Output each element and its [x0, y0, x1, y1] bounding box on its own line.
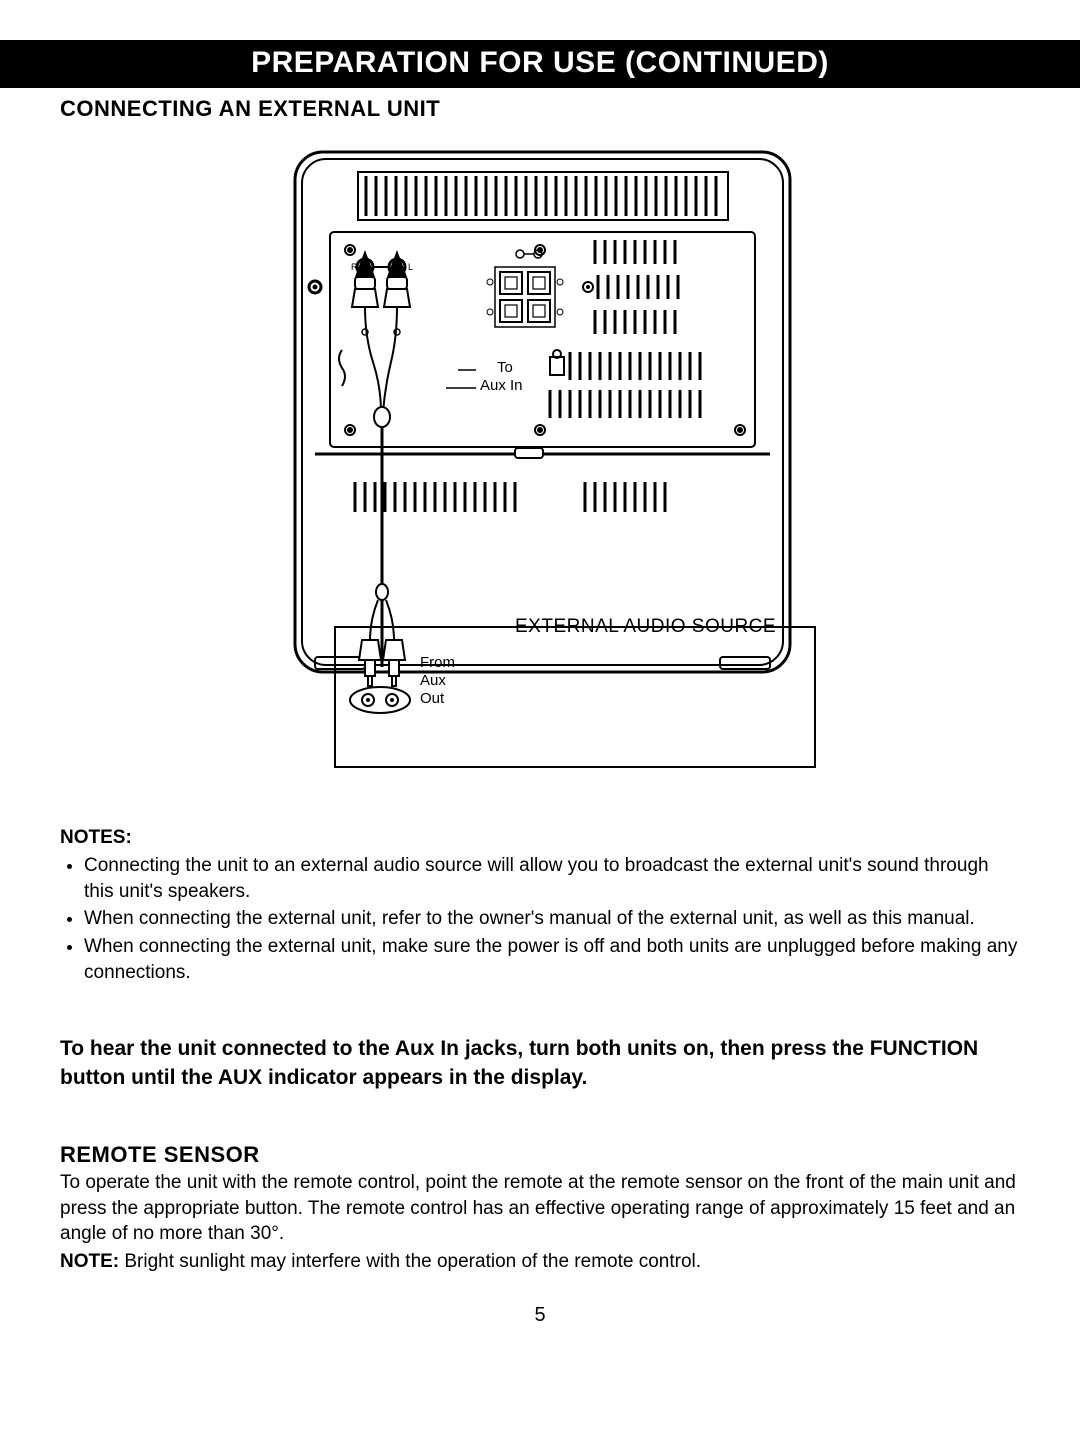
remote-sensor-heading: REMOTE SENSOR [60, 1142, 1020, 1168]
remote-sensor-body: To operate the unit with the remote cont… [60, 1170, 1020, 1247]
subheading-connect-external: CONNECTING AN EXTERNAL UNIT [60, 96, 1020, 122]
label-aux-in: Aux In [480, 377, 523, 394]
label-l: L [408, 262, 413, 272]
connection-diagram: R L [60, 132, 1020, 787]
label-to: To [497, 359, 513, 376]
note-label: NOTE: [60, 1251, 119, 1272]
label-r: R [351, 262, 358, 272]
remote-sensor-note: NOTE: Bright sunlight may interfere with… [60, 1249, 1020, 1275]
aux-instruction: To hear the unit connected to the Aux In… [60, 1035, 1020, 1092]
note-body: Bright sunlight may interfere with the o… [119, 1251, 701, 1272]
note-item: When connecting the external unit, make … [84, 934, 1020, 985]
note-item: Connecting the unit to an external audio… [84, 853, 1020, 904]
label-out: Out [420, 690, 445, 707]
label-external-source: EXTERNAL AUDIO SOURCE [515, 616, 776, 637]
note-item: When connecting the external unit, refer… [84, 906, 1020, 932]
label-aux: Aux [420, 672, 446, 689]
notes-heading: NOTES: [60, 827, 1020, 849]
notes-list: Connecting the unit to an external audio… [60, 853, 1020, 985]
label-from: From [420, 654, 455, 671]
title-bar: PREPARATION FOR USE (CONTINUED) [0, 40, 1080, 88]
page-number: 5 [60, 1304, 1020, 1327]
